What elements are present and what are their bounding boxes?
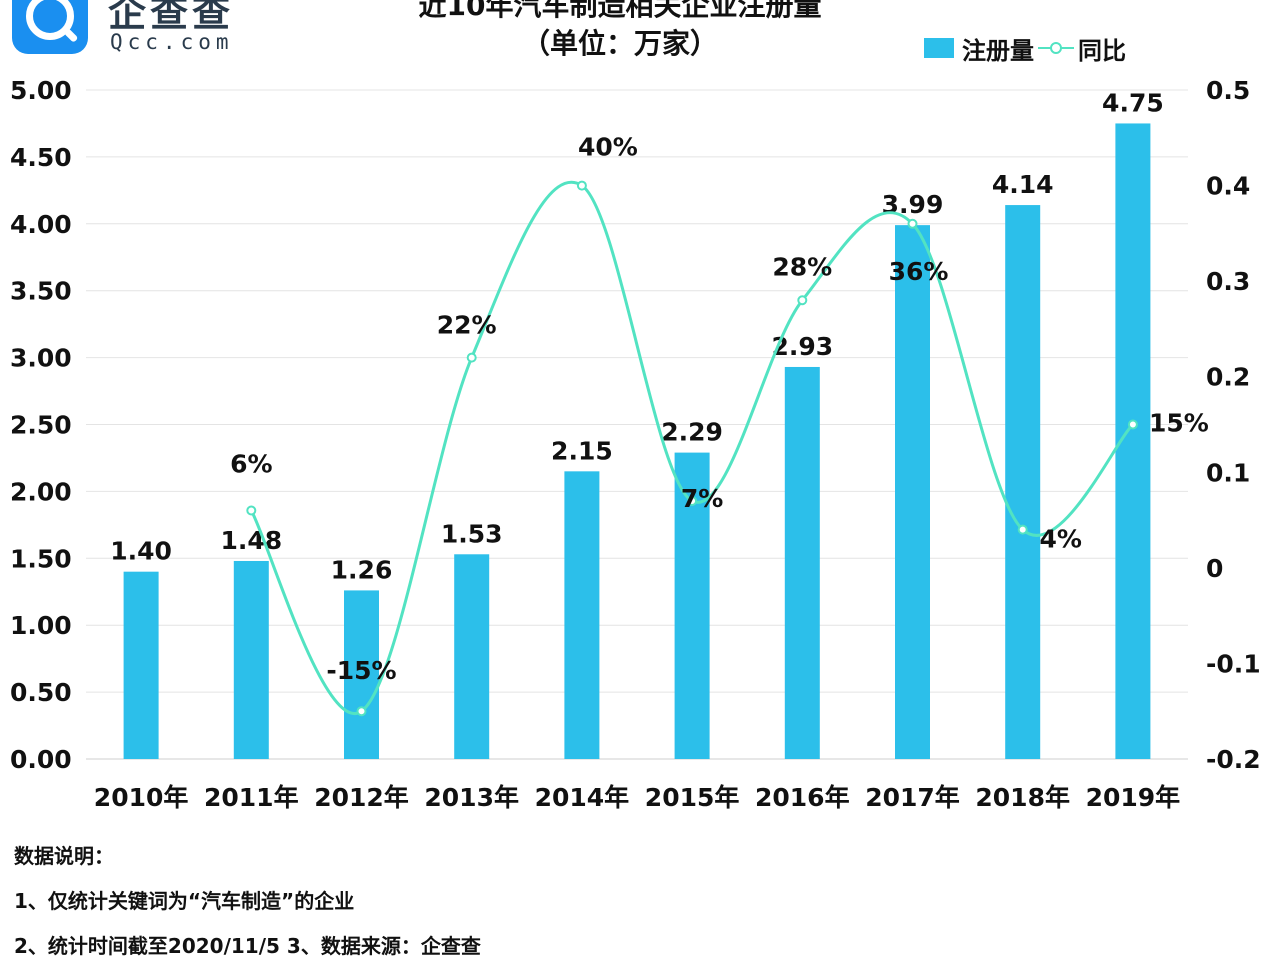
legend-line-label: 同比 [1078, 36, 1126, 65]
y-tick-right: 0.1 [1206, 458, 1250, 487]
y-tick-left: 3.00 [10, 344, 72, 373]
y-tick-left: 5.00 [10, 76, 72, 105]
bar [233, 560, 269, 759]
yoy-value-label: 22% [437, 311, 497, 340]
legend-bar-label: 注册量 [962, 36, 1034, 65]
x-tick-label: 2013年 [424, 783, 519, 812]
x-tick-label: 2014年 [535, 783, 630, 812]
bar-value-label: 2.15 [551, 436, 613, 465]
yoy-value-label: 4% [1039, 525, 1081, 554]
qcc-logo: 企查查 Qcc.com [12, 0, 252, 58]
yoy-marker [687, 495, 698, 506]
yoy-marker [797, 295, 808, 306]
y-tick-left: 4.50 [10, 143, 72, 172]
bar [123, 571, 159, 759]
chart-plot: 0.000.501.001.502.002.503.003.504.004.50… [10, 76, 1261, 812]
y-tick-left: 1.50 [10, 544, 72, 573]
bar-value-label: 1.53 [441, 519, 503, 548]
y-tick-right: -0.2 [1206, 745, 1261, 774]
x-tick-label: 2010年 [94, 783, 189, 812]
notes-heading: 数据说明： [14, 844, 114, 868]
qcc-logo-icon [12, 0, 88, 54]
y-tick-right: 0.4 [1206, 172, 1250, 201]
bar-value-label: 1.48 [220, 526, 282, 555]
bar-value-label: 2.29 [661, 418, 723, 447]
y-tick-right: 0.3 [1206, 267, 1250, 296]
y-tick-left: 2.00 [10, 477, 72, 506]
bar [454, 554, 490, 759]
yoy-marker [576, 180, 587, 191]
bar-value-label: 4.14 [992, 170, 1054, 199]
bar [1005, 205, 1041, 759]
x-tick-label: 2018年 [975, 783, 1070, 812]
yoy-marker [466, 352, 477, 363]
yoy-value-label: 36% [889, 257, 949, 286]
bar-value-label: 1.26 [331, 555, 393, 584]
yoy-value-label: 28% [772, 252, 832, 281]
yoy-value-label: 15% [1149, 409, 1209, 438]
bar-value-label: 4.75 [1102, 88, 1164, 117]
yoy-marker [907, 218, 918, 229]
y-tick-left: 0.00 [10, 745, 72, 774]
yoy-marker [1017, 524, 1028, 535]
chart-title: 近10年汽车制造相关企业注册量 [418, 0, 822, 22]
logo-brand-cn: 企查查 [108, 0, 235, 35]
yoy-marker [1127, 419, 1138, 430]
notes-line-2: 2、统计时间截至2020/11/5 3、数据来源：企查查 [14, 934, 481, 958]
bar-value-label: 1.40 [110, 537, 172, 566]
bar-value-label: 3.99 [882, 190, 944, 219]
bar [895, 225, 930, 759]
x-tick-label: 2017年 [865, 783, 960, 812]
chart-subtitle: （单位：万家） [521, 27, 718, 60]
y-tick-right: 0.5 [1206, 76, 1250, 105]
x-tick-label: 2011年 [204, 783, 299, 812]
x-tick-label: 2015年 [645, 783, 740, 812]
notes-line-1: 1、仅统计关键词为“汽车制造”的企业 [14, 889, 355, 913]
bar [344, 590, 379, 759]
y-tick-left: 4.00 [10, 210, 72, 239]
legend-line-swatch [1038, 38, 1074, 58]
chart-legend: 注册量 同比 [924, 30, 1126, 66]
y-tick-right: -0.1 [1206, 649, 1261, 678]
yoy-value-label: 6% [230, 450, 272, 479]
yoy-line [249, 181, 1134, 715]
y-tick-left: 1.00 [10, 611, 72, 640]
legend-bar-swatch [924, 38, 954, 58]
yoy-marker [356, 706, 367, 717]
bar [564, 471, 600, 759]
y-tick-right: 0.2 [1206, 363, 1250, 392]
data-notes: 数据说明： 1、仅统计关键词为“汽车制造”的企业 2、统计时间截至2020/11… [14, 834, 481, 969]
yoy-marker [246, 505, 257, 516]
logo-brand-en: Qcc.com [110, 30, 234, 54]
bar [784, 366, 820, 759]
y-tick-left: 3.50 [10, 277, 72, 306]
yoy-value-label: -15% [326, 656, 396, 685]
y-tick-right: 0 [1206, 554, 1223, 583]
y-tick-left: 2.50 [10, 411, 72, 440]
x-tick-label: 2019年 [1086, 783, 1181, 812]
y-tick-left: 0.50 [10, 678, 72, 707]
x-tick-label: 2012年 [314, 783, 409, 812]
x-tick-label: 2016年 [755, 783, 850, 812]
yoy-value-label: 40% [578, 133, 638, 162]
yoy-value-label: 7% [681, 484, 723, 513]
